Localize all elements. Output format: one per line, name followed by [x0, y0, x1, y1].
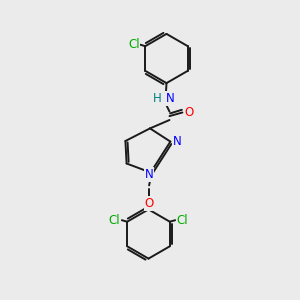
Text: O: O	[145, 197, 154, 210]
Text: O: O	[184, 106, 194, 119]
Text: Cl: Cl	[128, 38, 140, 51]
Text: N: N	[172, 135, 182, 148]
Text: Cl: Cl	[109, 214, 120, 227]
Text: H: H	[153, 92, 162, 105]
Text: N: N	[166, 92, 175, 105]
Text: Cl: Cl	[177, 214, 188, 227]
Text: N: N	[145, 168, 154, 181]
